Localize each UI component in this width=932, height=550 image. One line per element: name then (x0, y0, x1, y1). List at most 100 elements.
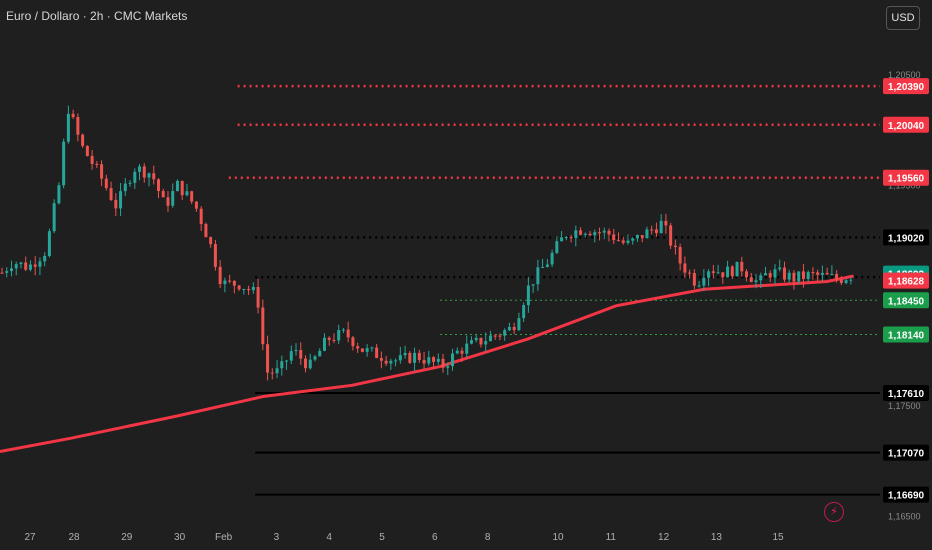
candle-body (194, 201, 198, 209)
candle-body (356, 346, 360, 349)
x-tick-label: 6 (432, 532, 438, 543)
candle-body (469, 340, 473, 344)
x-tick-label: 5 (379, 532, 385, 543)
candle-body (702, 277, 706, 286)
candle-body (835, 273, 839, 280)
candle-body (598, 232, 602, 234)
candle-body (536, 267, 540, 285)
candle-body (455, 350, 459, 354)
candle-body (754, 280, 758, 283)
candle-body (740, 261, 744, 272)
candle-body (474, 337, 478, 341)
candle-body (801, 271, 805, 279)
candle-body (773, 269, 777, 278)
level-label: 1,18140 (888, 331, 925, 342)
level-label: 1,18450 (888, 296, 925, 307)
candle-body (370, 347, 374, 349)
candle-body (768, 273, 772, 278)
candle-body (33, 264, 37, 267)
candle-body (242, 289, 246, 291)
candle-body (792, 272, 796, 282)
candle-body (0, 272, 4, 274)
level-label-box (883, 229, 929, 246)
candle-body (152, 173, 156, 180)
candle-body (71, 113, 75, 118)
candle-body (612, 234, 616, 241)
candle-body (436, 358, 440, 362)
candle-body (346, 329, 350, 338)
time-axis (0, 520, 932, 550)
candle-body (133, 171, 137, 183)
candle-body (128, 182, 132, 184)
candle-body (109, 188, 113, 200)
candle-body (569, 237, 573, 239)
candle-body (650, 229, 654, 231)
candle-body (280, 361, 284, 369)
candle-body (579, 230, 583, 235)
candle-body (820, 272, 824, 275)
candle-body (332, 339, 336, 341)
candle-body (142, 166, 146, 178)
candle-body (379, 357, 383, 361)
candle-body (47, 231, 51, 256)
candle-body (839, 279, 843, 283)
candle-body (479, 337, 483, 345)
candle-body (664, 220, 668, 226)
candle-body (635, 235, 639, 239)
level-label-box (883, 326, 929, 343)
candle-body (683, 263, 687, 273)
flash-icon[interactable]: ⚡ (824, 502, 844, 522)
candle-body (588, 233, 592, 236)
candle-body (707, 271, 711, 278)
candle-body (308, 359, 312, 369)
candle-body (251, 286, 255, 291)
candle-body (351, 337, 355, 347)
candle-body (90, 156, 94, 164)
candle-body (730, 266, 734, 277)
candle-body (62, 141, 66, 186)
x-tick-label: 28 (68, 532, 80, 543)
y-tick-label: 1,17500 (888, 401, 921, 411)
x-tick-label: 3 (274, 532, 280, 543)
candle-body (654, 229, 658, 233)
level-label-box (883, 78, 929, 95)
candle-body (417, 352, 421, 361)
chart-title: Euro / Dollaro · 2h · CMC Markets (6, 9, 188, 23)
candle-body (313, 356, 317, 360)
candle-body (223, 280, 227, 285)
candle-body (261, 307, 265, 345)
candle-body (782, 267, 786, 280)
candle-body (123, 183, 127, 192)
candle-body (541, 266, 545, 268)
candle-body (218, 266, 222, 285)
candle-body (213, 244, 217, 267)
x-tick-label: 29 (121, 532, 133, 543)
candle-body (232, 280, 236, 286)
candle-body (289, 351, 293, 361)
candle-body (199, 208, 203, 225)
level-label-box (883, 116, 929, 133)
candle-body (28, 264, 32, 270)
candle-body (166, 197, 170, 206)
candle-body (441, 358, 445, 368)
candle-body (138, 166, 142, 172)
candle-body (616, 240, 620, 242)
candle-body (574, 230, 578, 239)
candle-body (488, 335, 492, 342)
candle-body (337, 330, 341, 341)
candle-body (564, 237, 568, 239)
candle-body (119, 191, 123, 209)
candle-body (209, 237, 213, 245)
candle-body (398, 355, 402, 361)
candle-body (811, 272, 815, 274)
candle-body (299, 350, 303, 359)
candle-body (76, 117, 80, 135)
candle-body (678, 247, 682, 264)
x-tick-label: 11 (606, 532, 617, 543)
candle-body (360, 348, 364, 352)
candle-body (507, 327, 511, 331)
candle-body (100, 164, 104, 179)
candle-body (550, 252, 554, 265)
currency-button[interactable]: USD (886, 6, 920, 30)
